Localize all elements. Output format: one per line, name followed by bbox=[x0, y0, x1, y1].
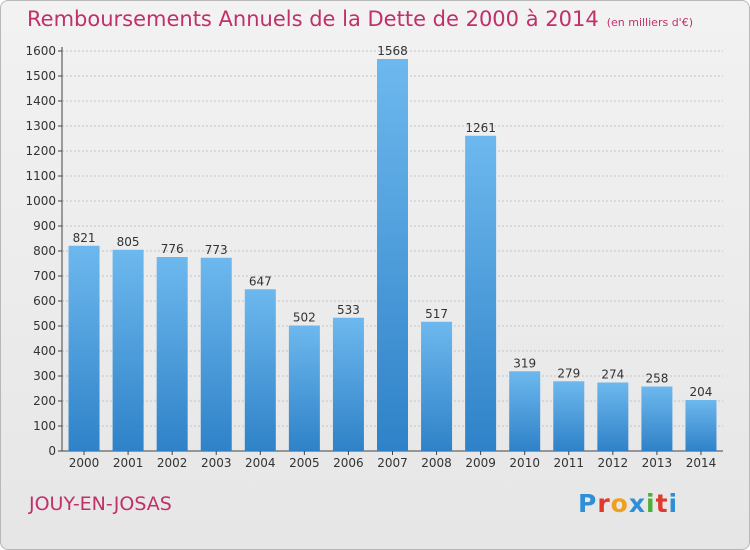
x-tick-label: 2003 bbox=[201, 456, 232, 470]
y-tick-label: 400 bbox=[33, 344, 56, 358]
y-tick-label: 200 bbox=[33, 394, 56, 408]
y-tick-label: 100 bbox=[33, 419, 56, 433]
x-tick-label: 2001 bbox=[113, 456, 144, 470]
y-tick-label: 500 bbox=[33, 319, 56, 333]
bar-value-label: 647 bbox=[249, 274, 272, 288]
bar-chart: 0 100 200 300 400 500 600 700 800 900 1000 1100 1200… bbox=[25, 44, 723, 470]
y-tick-label: 0 bbox=[48, 444, 56, 458]
bar bbox=[421, 321, 453, 451]
bar-value-label: 319 bbox=[513, 356, 536, 370]
bar bbox=[597, 382, 629, 451]
x-tick-label: 2009 bbox=[465, 456, 496, 470]
y-tick-label: 800 bbox=[33, 244, 56, 258]
bar bbox=[68, 245, 100, 451]
bar bbox=[509, 371, 541, 451]
logo-letter: t bbox=[655, 489, 669, 518]
bar-value-label: 533 bbox=[337, 303, 360, 317]
logo-letter: r bbox=[597, 489, 611, 518]
x-tick-label: 2007 bbox=[377, 456, 408, 470]
bar bbox=[156, 257, 188, 451]
chart-title: Remboursements Annuels de la Dette de 20… bbox=[27, 7, 693, 31]
x-tick-label: 2006 bbox=[333, 456, 364, 470]
y-tick-label: 1400 bbox=[25, 94, 56, 108]
x-tick-label: 2008 bbox=[421, 456, 452, 470]
bar-value-label: 773 bbox=[205, 243, 228, 257]
logo-letter: i bbox=[646, 489, 656, 518]
x-tick-label: 2002 bbox=[157, 456, 188, 470]
bar-value-label: 258 bbox=[645, 372, 668, 386]
bar-value-label: 517 bbox=[425, 307, 448, 321]
bar bbox=[200, 257, 232, 451]
bar bbox=[112, 249, 144, 451]
bar-value-label: 821 bbox=[73, 231, 96, 245]
place-name: JOUY-EN-JOSAS bbox=[29, 493, 172, 515]
x-tick-label: 2012 bbox=[598, 456, 629, 470]
bar bbox=[244, 289, 276, 451]
x-tick-label: 2011 bbox=[553, 456, 584, 470]
x-tick-label: 2013 bbox=[642, 456, 673, 470]
bar bbox=[288, 325, 320, 451]
y-tick-label: 900 bbox=[33, 219, 56, 233]
x-tick-label: 2005 bbox=[289, 456, 320, 470]
proxiti-logo: Proxiti bbox=[578, 489, 678, 518]
bar bbox=[465, 135, 497, 451]
logo-letter: x bbox=[628, 489, 646, 518]
bar bbox=[377, 59, 408, 451]
bar-value-label: 776 bbox=[161, 242, 184, 256]
bar-value-label: 274 bbox=[601, 368, 624, 382]
bar-value-label: 279 bbox=[557, 366, 580, 380]
bar bbox=[332, 317, 364, 451]
x-tick-label: 2004 bbox=[245, 456, 276, 470]
logo-letter: o bbox=[610, 489, 629, 518]
y-tick-label: 1300 bbox=[25, 119, 56, 133]
bar-value-label: 1261 bbox=[465, 121, 496, 135]
bar bbox=[685, 400, 717, 451]
chart-title-text: Remboursements Annuels de la Dette de 20… bbox=[27, 7, 599, 31]
bar-value-label: 204 bbox=[690, 385, 713, 399]
logo-letter: P bbox=[578, 489, 598, 518]
y-tick-label: 600 bbox=[33, 294, 56, 308]
y-tick-label: 1500 bbox=[25, 69, 56, 83]
logo-letter: i bbox=[668, 489, 679, 518]
y-tick-label: 1100 bbox=[25, 169, 56, 183]
x-tick-label: 2014 bbox=[686, 456, 717, 470]
chart-unit: (en milliers d'€) bbox=[606, 16, 693, 29]
bar-value-label: 1568 bbox=[377, 44, 408, 58]
bar-value-label: 805 bbox=[117, 235, 140, 249]
x-tick-label: 2010 bbox=[509, 456, 540, 470]
y-tick-label: 1200 bbox=[25, 144, 56, 158]
x-tick-label: 2000 bbox=[69, 456, 100, 470]
y-tick-label: 1000 bbox=[25, 194, 56, 208]
y-tick-label: 1600 bbox=[25, 44, 56, 58]
y-tick-label: 300 bbox=[33, 369, 56, 383]
y-tick-label: 700 bbox=[33, 269, 56, 283]
bar bbox=[641, 386, 673, 451]
bar-value-label: 502 bbox=[293, 311, 316, 325]
bar bbox=[553, 381, 585, 451]
